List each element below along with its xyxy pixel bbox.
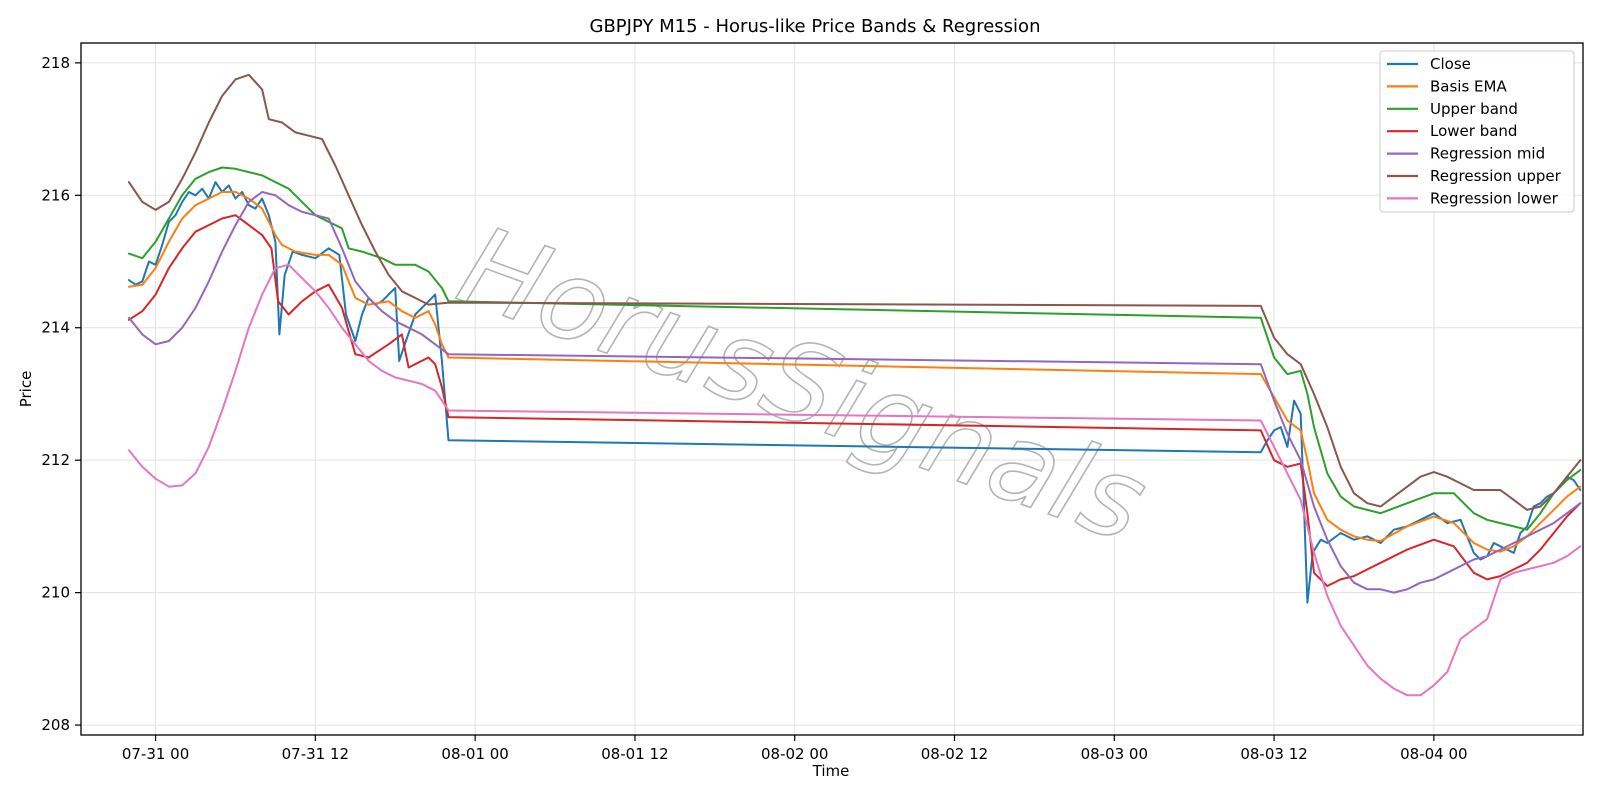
y-axis-title: Price [17, 371, 35, 408]
legend-label: Basis EMA [1430, 77, 1507, 95]
legend: Close Basis EMA Upper band Lower band Regres… [1379, 50, 1575, 213]
y-tick-label: 218 [41, 54, 70, 72]
y-tick-label: 208 [41, 716, 70, 734]
watermark: HorusSignals [444, 201, 1162, 567]
series-line-basis-ema [127, 191, 1582, 553]
series-line-regression-upper [127, 73, 1582, 511]
x-tick-label: 08-03 00 [1081, 745, 1148, 763]
x-tick-label: 07-31 12 [282, 745, 349, 763]
y-tick-label: 216 [41, 186, 70, 204]
legend-label: Regression upper [1430, 167, 1562, 185]
legend-box [1379, 50, 1575, 213]
series-line-regression-lower [127, 263, 1582, 697]
y-tick-label: 214 [41, 319, 70, 337]
x-tick-label: 08-01 12 [601, 745, 668, 763]
legend-label: Lower band [1430, 122, 1517, 140]
chart-title: GBPJPY M15 - Horus-like Price Bands & Re… [590, 16, 1041, 37]
x-tick-label: 08-04 00 [1400, 745, 1467, 763]
series-layer [127, 73, 1582, 697]
x-tick-label: 07-31 00 [122, 745, 189, 763]
series-line-upper-band [127, 166, 1582, 531]
x-axis: 07-31 00 07-31 12 08-01 00 08-01 12 08-02 00… [122, 735, 1468, 763]
x-tick-label: 08-02 12 [921, 745, 988, 763]
series-line-close [127, 181, 1582, 604]
x-tick-label: 08-02 00 [761, 745, 828, 763]
grid-layer [81, 43, 1583, 735]
plot-frame [80, 42, 1584, 736]
y-tick-label: 212 [41, 451, 70, 469]
x-axis-title: Time [812, 762, 850, 780]
y-axis: 208 210 212 214 216 218 [41, 54, 81, 734]
legend-label: Upper band [1430, 100, 1518, 118]
x-tick-label: 08-03 12 [1240, 745, 1307, 763]
legend-label: Regression mid [1430, 145, 1545, 163]
y-tick-label: 210 [41, 584, 70, 602]
legend-label: Regression lower [1430, 189, 1559, 207]
series-line-lower-band [127, 214, 1582, 587]
series-line-regression-mid [127, 191, 1582, 594]
legend-label: Close [1430, 55, 1471, 73]
x-tick-label: 08-01 00 [441, 745, 508, 763]
